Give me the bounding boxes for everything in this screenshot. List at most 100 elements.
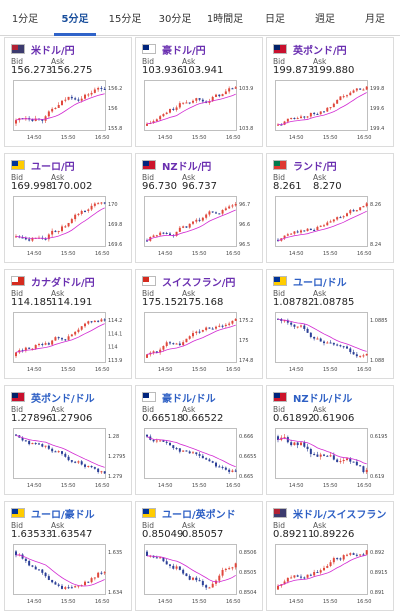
candle-body [90, 321, 93, 323]
pair-name[interactable]: ランド/円 [293, 161, 337, 173]
pair-name[interactable]: ユーロ/ドル [293, 277, 347, 289]
candle-body [185, 338, 188, 343]
y-tick-label: 103.8 [239, 126, 253, 132]
mini-chart[interactable]: 0.666 0.6655 0.665 14:50 15:50 16:50 [144, 428, 262, 490]
candle-body [70, 334, 73, 337]
pair-name[interactable]: スイスフラン/円 [162, 277, 236, 289]
candle-body [365, 469, 368, 473]
rate-card[interactable]: ユーロ/円 Bid Ask 169.998 170.002 170 169.8 169.6 14… [4, 153, 132, 263]
rate-card[interactable]: スイスフラン/円 Bid Ask 175.152 175.168 175.2 175 174.… [135, 269, 263, 379]
tab-7[interactable]: 月足 [365, 14, 385, 25]
moving-average-line [146, 436, 236, 468]
moving-average-line [277, 210, 367, 242]
candle-body [165, 112, 168, 115]
candle-body [218, 213, 221, 215]
rate-card[interactable]: ランド/円 Bid Ask 8.261 8.270 8.26 8.24 14:50 15:50 1… [266, 153, 394, 263]
candle-body [165, 441, 168, 443]
candle-body [201, 330, 204, 332]
candle-body [316, 454, 319, 457]
candle-body [329, 107, 332, 109]
mini-chart[interactable]: 156.2 156 155.8 14:50 15:50 16:50 [13, 80, 131, 142]
flag-icon [142, 392, 156, 402]
candle-body [309, 112, 312, 117]
candle-body [38, 443, 40, 445]
candle-body [228, 568, 231, 570]
pair-name[interactable]: 英ポンド/ドル [31, 393, 95, 405]
mini-chart[interactable]: 114.2 114.1 114 113.9 14:50 15:50 16:50 [13, 312, 131, 374]
candle-body [21, 350, 24, 352]
tab-3[interactable]: 30分足 [158, 14, 192, 25]
mini-chart[interactable]: 1.28 1.2795 1.279 14:50 15:50 16:50 [13, 428, 131, 490]
pair-name[interactable]: NZドル/円 [162, 161, 212, 173]
mini-chart[interactable]: 96.7 96.6 96.5 14:50 15:50 16:50 [144, 196, 262, 258]
pair-name[interactable]: 豪ドル/ドル [162, 393, 216, 405]
candle-body [313, 572, 316, 576]
candle-body [355, 88, 358, 91]
rate-card[interactable]: 英ポンド/円 Bid Ask 199.873 199.880 199.8 199.6 199.… [266, 37, 394, 147]
ask-value: 8.270 [313, 181, 342, 192]
x-tick-label: 16:50 [95, 251, 109, 257]
pair-name[interactable]: NZドル/ドル [293, 393, 353, 405]
mini-chart[interactable]: 8.26 8.24 14:50 15:50 16:50 [275, 196, 393, 258]
tab-4[interactable]: 1時間足 [206, 14, 244, 25]
pair-name[interactable]: ユーロ/英ポンド [162, 509, 236, 521]
mini-chart[interactable]: 1.635 1.634 14:50 15:50 16:50 [13, 544, 131, 606]
tab-0[interactable]: 1分足 [11, 14, 39, 25]
candle-body [15, 352, 17, 357]
ask-label: Ask [51, 521, 65, 530]
mini-chart[interactable]: 199.8 199.6 199.4 14:50 15:50 16:50 [275, 80, 393, 142]
candle-body [44, 116, 47, 121]
pair-name[interactable]: 豪ドル/円 [162, 45, 206, 57]
mini-chart[interactable]: 175.2 175 174.8 14:50 15:50 16:50 [144, 312, 262, 374]
tab-5[interactable]: 日足 [265, 14, 285, 25]
mini-chart[interactable]: 170 169.8 169.6 14:50 15:50 16:50 [13, 196, 131, 258]
candle-body [38, 569, 40, 571]
candle-body [24, 237, 27, 240]
card-title: 英ポンド/円 [273, 42, 347, 57]
candle-body [286, 234, 289, 236]
tab-1[interactable]: 5分足 [50, 0, 100, 36]
pair-name[interactable]: 英ポンド/円 [293, 45, 347, 57]
rate-card[interactable]: 豪ドル/ドル Bid Ask 0.66518 0.66522 0.666 0.6655 0.6… [135, 385, 263, 495]
candle-body [215, 212, 217, 214]
candle-body [198, 98, 201, 100]
pair-name[interactable]: カナダドル/円 [31, 277, 95, 289]
rate-card[interactable]: 英ポンド/ドル Bid Ask 1.27896 1.27906 1.28 1.2795 1.2… [4, 385, 132, 495]
mini-chart[interactable]: 0.892 0.8915 0.891 14:50 15:50 16:50 [275, 544, 393, 606]
candle-body [283, 437, 286, 439]
candle-body [359, 355, 362, 357]
flag-icon [142, 44, 156, 54]
pair-name[interactable]: 米ドル/スイスフラン [293, 509, 387, 521]
moving-average-line [277, 318, 367, 352]
x-tick-label: 15:50 [192, 135, 206, 141]
rate-card[interactable]: NZドル/円 Bid Ask 96.730 96.737 96.7 96.6 96.5 14:5… [135, 153, 263, 263]
candle-body [41, 444, 44, 447]
rate-card[interactable]: 豪ドル/円 Bid Ask 103.936 103.941 103.9 103.8 14:50… [135, 37, 263, 147]
pair-name[interactable]: 米ドル/円 [31, 45, 75, 57]
rate-card[interactable]: 米ドル/スイスフラン Bid Ask 0.89211 0.89226 0.892 0.891… [266, 501, 394, 611]
pair-name[interactable]: ユーロ/豪ドル [31, 509, 95, 521]
rate-card[interactable]: ユーロ/英ポンド Bid Ask 0.85049 0.85057 0.8506 0.8505… [135, 501, 263, 611]
mini-chart[interactable]: 0.6195 0.619 14:50 15:50 16:50 [275, 428, 393, 490]
candle-body [300, 230, 302, 233]
candle-body [234, 87, 237, 89]
tab-2[interactable]: 15分足 [108, 14, 142, 25]
candle-body [296, 231, 299, 233]
rate-card[interactable]: ユーロ/ドル Bid Ask 1.08782 1.08785 1.0885 1.088 14:… [266, 269, 394, 379]
moving-average-line [146, 209, 236, 242]
candle-body [64, 226, 67, 228]
candle-body [306, 328, 309, 333]
rate-card[interactable]: NZドル/ドル Bid Ask 0.61892 0.61906 0.6195 0.619 14… [266, 385, 394, 495]
mini-chart[interactable]: 103.9 103.8 14:50 15:50 16:50 [144, 80, 262, 142]
rate-card[interactable]: 米ドル/円 Bid Ask 156.273 156.275 156.2 156 155.8 14… [4, 37, 132, 147]
rate-card[interactable]: カナダドル/円 Bid Ask 114.185 114.191 114.2 114.1 114… [4, 269, 132, 379]
rate-card[interactable]: ユーロ/豪ドル Bid Ask 1.63533 1.63547 1.635 1.634 14:… [4, 501, 132, 611]
mini-chart[interactable]: 1.0885 1.088 14:50 15:50 16:50 [275, 312, 393, 374]
pair-name[interactable]: ユーロ/円 [31, 161, 75, 173]
tab-6[interactable]: 週足 [315, 14, 335, 25]
flag-icon [273, 44, 287, 54]
candle-body [198, 454, 201, 456]
mini-chart[interactable]: 0.8506 0.8505 0.8504 14:50 15:50 16:50 [144, 544, 262, 606]
ask-label: Ask [51, 57, 65, 66]
candle-body [185, 573, 188, 577]
